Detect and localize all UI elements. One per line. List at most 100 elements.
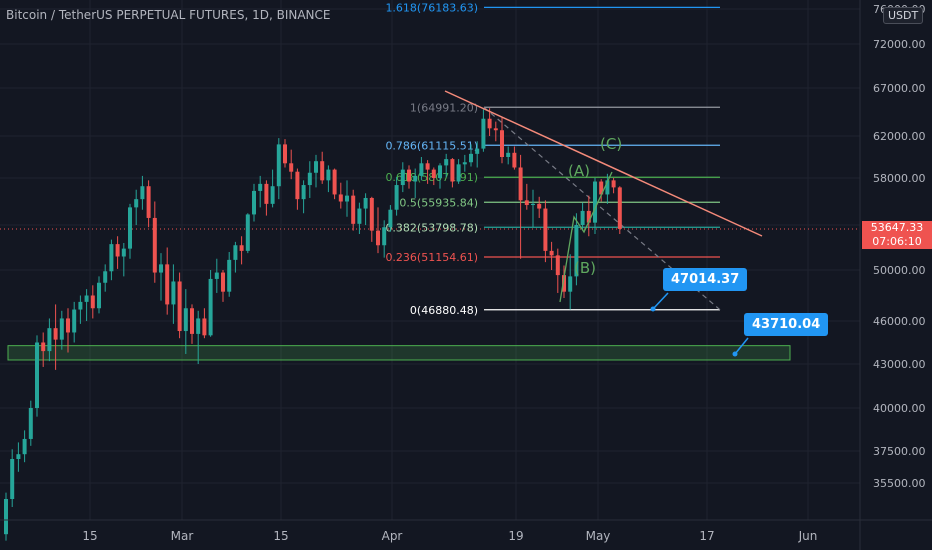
candle-body bbox=[258, 183, 263, 191]
candle-body bbox=[221, 272, 225, 292]
candle bbox=[171, 264, 176, 324]
candle-body bbox=[493, 128, 498, 131]
candle-body bbox=[599, 181, 604, 195]
price-axis[interactable]: 76000.0072000.0067000.0062000.0058000.00… bbox=[859, 0, 926, 550]
candle bbox=[314, 154, 318, 188]
candle bbox=[152, 201, 157, 283]
candle bbox=[593, 178, 597, 234]
time-axis[interactable]: 15 Mar 15 Apr 19 May 17 Jun bbox=[0, 519, 932, 543]
candle-body bbox=[270, 186, 275, 204]
callout-label-2[interactable]: 43710.04 bbox=[744, 313, 829, 336]
candle bbox=[121, 243, 126, 277]
time-tick-label: Apr bbox=[382, 529, 403, 543]
candle bbox=[183, 289, 188, 354]
candle bbox=[599, 179, 604, 202]
candle-body bbox=[72, 309, 77, 333]
price-tick-label: 43000.00 bbox=[873, 358, 926, 371]
candle-body bbox=[295, 171, 300, 200]
candle-body bbox=[146, 186, 151, 218]
callout-label-1[interactable]: 47014.37 bbox=[663, 268, 748, 291]
candle-body bbox=[475, 148, 480, 154]
currency-button[interactable]: USDT bbox=[883, 7, 924, 24]
wave-label-b: (B) bbox=[574, 259, 596, 277]
candle bbox=[512, 146, 517, 170]
candle bbox=[190, 304, 194, 344]
candle-body bbox=[413, 175, 418, 182]
candle bbox=[407, 165, 411, 189]
candle-body bbox=[103, 271, 108, 283]
candle bbox=[413, 168, 418, 198]
candle bbox=[289, 149, 294, 180]
candle-body bbox=[345, 195, 349, 202]
candle-body bbox=[326, 169, 331, 181]
candle-body bbox=[611, 180, 616, 188]
candle bbox=[450, 158, 455, 188]
candle bbox=[78, 295, 83, 324]
candle bbox=[549, 241, 554, 270]
candle-body bbox=[549, 250, 554, 256]
candle-body bbox=[289, 163, 294, 172]
candle-body bbox=[543, 208, 548, 251]
support-zone[interactable] bbox=[7, 345, 791, 361]
candle bbox=[493, 121, 498, 142]
candle bbox=[605, 173, 610, 204]
candle bbox=[345, 180, 349, 217]
candle bbox=[611, 178, 616, 194]
candle bbox=[103, 264, 108, 292]
candle-body bbox=[351, 195, 356, 224]
candle bbox=[580, 202, 585, 231]
drawings[interactable]: (A) (B) (C) bbox=[444, 90, 763, 357]
candle bbox=[233, 241, 238, 273]
grid bbox=[0, 0, 860, 520]
candle-body bbox=[407, 169, 411, 182]
candle bbox=[84, 289, 89, 321]
candle-body bbox=[617, 187, 622, 229]
candle-body bbox=[239, 245, 244, 251]
candle-body bbox=[314, 161, 318, 173]
candle bbox=[332, 168, 337, 200]
candle bbox=[487, 108, 492, 136]
candle-body bbox=[320, 161, 325, 181]
candle bbox=[524, 183, 529, 210]
candle-body bbox=[481, 118, 486, 149]
candle bbox=[90, 285, 95, 319]
candle bbox=[425, 160, 430, 184]
candle-body bbox=[444, 159, 449, 166]
candle-body bbox=[307, 172, 312, 186]
candle-body bbox=[537, 203, 542, 209]
candle-body bbox=[363, 197, 368, 209]
price-tick-label: 40000.00 bbox=[873, 402, 926, 415]
candle-body bbox=[264, 183, 269, 204]
candle bbox=[35, 335, 39, 417]
candle-body bbox=[202, 318, 207, 336]
candle bbox=[66, 308, 70, 353]
candle bbox=[382, 220, 387, 258]
candle-body bbox=[376, 230, 380, 246]
candle bbox=[283, 139, 287, 168]
candle-body bbox=[208, 278, 213, 336]
candle bbox=[146, 180, 151, 228]
candle-body bbox=[394, 185, 399, 210]
time-tick-label: May bbox=[586, 529, 611, 543]
candle bbox=[196, 310, 201, 364]
callout-pointer-2 bbox=[734, 337, 749, 355]
candle-body bbox=[593, 181, 597, 223]
candle bbox=[388, 205, 393, 232]
candle bbox=[59, 310, 64, 350]
candle bbox=[369, 196, 374, 242]
candle-body bbox=[97, 282, 101, 309]
candle bbox=[481, 109, 486, 152]
candle-body bbox=[357, 208, 362, 224]
candle-body bbox=[555, 255, 560, 276]
candle bbox=[214, 258, 219, 293]
candle bbox=[109, 239, 114, 281]
candle-body bbox=[177, 281, 182, 332]
candle bbox=[456, 159, 461, 184]
candle bbox=[208, 270, 213, 337]
candle bbox=[444, 153, 449, 177]
candle-body bbox=[233, 245, 238, 260]
wave-label-a: (A) bbox=[568, 162, 590, 180]
callout-pointer-1 bbox=[652, 292, 669, 310]
